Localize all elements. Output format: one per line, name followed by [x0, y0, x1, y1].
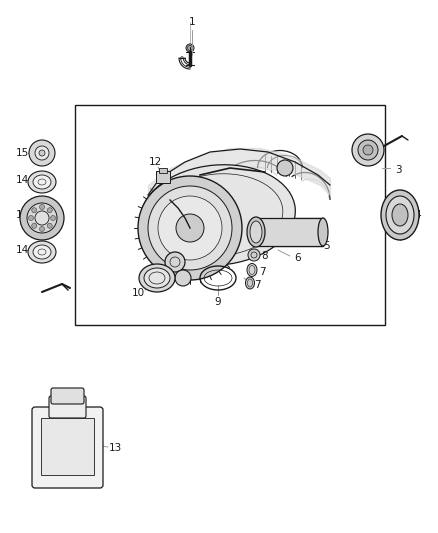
Bar — [156, 171, 170, 183]
Circle shape — [165, 252, 185, 272]
Text: 7: 7 — [259, 267, 265, 277]
Text: 5: 5 — [324, 241, 330, 251]
Circle shape — [175, 270, 191, 286]
FancyBboxPatch shape — [51, 388, 84, 404]
Circle shape — [39, 205, 45, 209]
Ellipse shape — [386, 196, 414, 234]
Circle shape — [187, 45, 192, 51]
Text: 4: 4 — [415, 210, 421, 220]
Text: 14: 14 — [15, 175, 28, 185]
Circle shape — [27, 203, 57, 233]
Bar — [75, 105, 385, 325]
Text: 12: 12 — [148, 157, 162, 167]
Circle shape — [277, 160, 293, 176]
Circle shape — [20, 196, 64, 240]
Circle shape — [28, 215, 33, 221]
Ellipse shape — [28, 171, 56, 193]
Circle shape — [138, 176, 242, 280]
Ellipse shape — [144, 268, 170, 288]
Circle shape — [248, 249, 260, 261]
Ellipse shape — [250, 221, 262, 243]
Text: 7: 7 — [254, 280, 260, 290]
Circle shape — [186, 44, 194, 52]
Text: 1: 1 — [189, 17, 195, 27]
Circle shape — [148, 186, 232, 270]
Ellipse shape — [246, 277, 254, 289]
Circle shape — [39, 150, 45, 156]
Ellipse shape — [139, 264, 175, 292]
FancyBboxPatch shape — [41, 418, 94, 475]
Circle shape — [39, 227, 45, 231]
Text: 3: 3 — [395, 165, 401, 175]
Text: 13: 13 — [108, 443, 122, 453]
Text: 2: 2 — [369, 135, 375, 145]
Bar — [255, 218, 323, 246]
Circle shape — [50, 215, 56, 221]
Text: 6: 6 — [295, 253, 301, 263]
Circle shape — [35, 211, 49, 225]
Circle shape — [47, 223, 52, 228]
Ellipse shape — [33, 175, 51, 189]
Bar — [159, 168, 167, 173]
Circle shape — [47, 208, 52, 213]
Text: 9: 9 — [215, 297, 221, 307]
Circle shape — [358, 140, 378, 160]
Ellipse shape — [28, 241, 56, 263]
Ellipse shape — [247, 263, 257, 277]
Circle shape — [35, 146, 49, 160]
Circle shape — [363, 145, 373, 155]
Text: 15: 15 — [15, 148, 28, 158]
Ellipse shape — [33, 245, 51, 259]
Circle shape — [32, 223, 37, 228]
Ellipse shape — [247, 217, 265, 247]
Ellipse shape — [381, 190, 419, 240]
Text: 11: 11 — [15, 210, 28, 220]
Circle shape — [32, 208, 37, 213]
Circle shape — [352, 134, 384, 166]
Ellipse shape — [392, 204, 408, 226]
Ellipse shape — [141, 165, 295, 265]
Text: 8: 8 — [261, 251, 268, 261]
Text: 10: 10 — [131, 288, 145, 298]
Circle shape — [176, 214, 204, 242]
Text: 14: 14 — [15, 245, 28, 255]
Circle shape — [158, 196, 222, 260]
Ellipse shape — [318, 218, 328, 246]
FancyBboxPatch shape — [32, 407, 103, 488]
Circle shape — [29, 140, 55, 166]
FancyBboxPatch shape — [49, 396, 86, 418]
